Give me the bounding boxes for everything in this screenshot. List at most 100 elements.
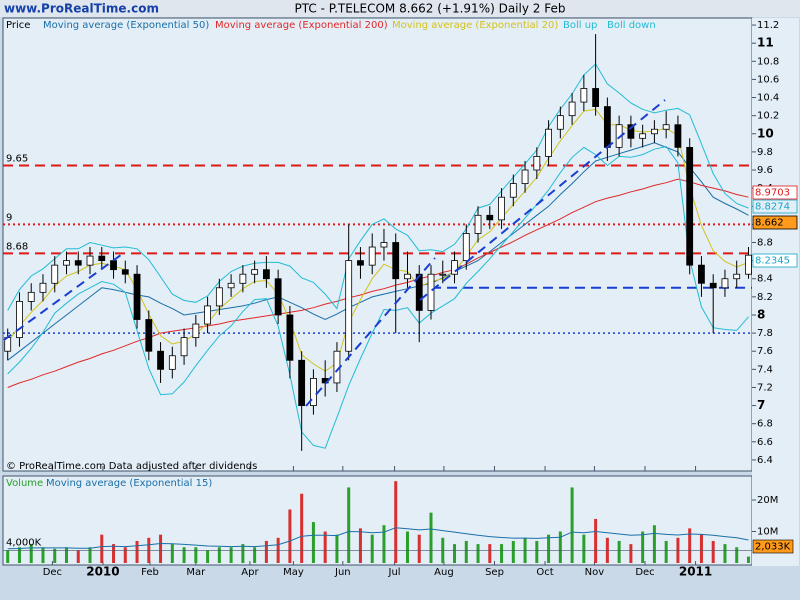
candle-body — [298, 359, 306, 406]
candle-body — [345, 260, 353, 352]
x-tick-label: Nov — [585, 567, 605, 578]
x-tick-label: 2011 — [679, 565, 712, 579]
candle-body — [415, 273, 423, 311]
volume-bar — [288, 509, 292, 563]
volume-bar — [358, 528, 362, 563]
volume-bar — [347, 487, 351, 563]
volume-bar — [723, 544, 727, 563]
x-tick-label: Dec — [635, 567, 654, 578]
y-tick-label: 10.6 — [757, 74, 779, 85]
candle-body — [674, 124, 682, 148]
last-value-box — [752, 215, 798, 230]
last-volume-label: 2,033K — [755, 542, 791, 553]
y-tick-label: 10.8 — [757, 56, 779, 67]
y-tick-label: 10 — [757, 126, 774, 140]
candle-body — [580, 88, 588, 103]
candle-body — [404, 273, 411, 280]
volume-level-label: 4,000K — [6, 537, 42, 548]
last-value-box — [752, 185, 798, 200]
volume-bar — [511, 540, 515, 563]
x-tick-label: Dec — [43, 567, 62, 578]
candle-body — [533, 156, 541, 171]
volume-bar — [311, 522, 315, 563]
volume-bar — [112, 544, 116, 563]
volume-bar — [182, 547, 186, 563]
volume-bar — [6, 550, 10, 563]
legend-entry: Moving average (Exponential 20) — [392, 20, 558, 31]
chart-title: PTC - P.TELECOM 8.662 (+1.91%) Daily 2 F… — [295, 2, 566, 16]
indicator-line — [7, 527, 749, 550]
candle-body — [168, 355, 176, 370]
candle-body — [63, 260, 70, 266]
candle-body — [368, 246, 376, 266]
candle-body — [74, 260, 82, 266]
y-tick-label: 11.2 — [757, 20, 779, 31]
volume-bar — [500, 544, 504, 563]
candle-body — [157, 350, 164, 370]
candle-body — [392, 242, 400, 280]
volume-panel — [2, 475, 753, 566]
volume-bar — [41, 547, 45, 563]
candle-body — [239, 273, 247, 284]
y-tick-label: 7 — [757, 398, 765, 412]
candle-body — [133, 273, 141, 320]
volume-bar — [194, 547, 198, 563]
x-tick-label: Aug — [434, 567, 454, 578]
volume-bar — [123, 547, 127, 563]
candle-body — [86, 255, 94, 266]
trend-line — [3, 251, 126, 341]
volume-bar — [300, 493, 304, 563]
candle-body — [662, 124, 670, 130]
volume-bar — [217, 547, 221, 563]
candle-body — [486, 214, 494, 221]
site-name: www.ProRealTime.com — [4, 2, 159, 16]
candle-body — [121, 269, 129, 275]
legend-entry: Moving average (Exponential 15) — [46, 478, 212, 489]
candle-body — [627, 124, 635, 139]
volume-bar — [264, 540, 268, 563]
volume-bar — [53, 548, 57, 563]
candle-body — [733, 273, 741, 280]
volume-bar — [170, 544, 174, 563]
volume-bar — [582, 534, 586, 563]
volume-bar — [664, 540, 668, 563]
price-panel — [2, 17, 753, 472]
candle-body — [721, 278, 729, 289]
volume-bar — [652, 525, 656, 563]
candle-body — [592, 88, 600, 108]
indicator-line — [7, 178, 749, 388]
volume-bar — [64, 547, 68, 563]
y-tick-label: 9.6 — [757, 165, 773, 176]
legend-entry: Volume — [6, 478, 43, 489]
last-value-box — [752, 253, 798, 268]
y-tick-label: 7.2 — [757, 382, 773, 393]
candle-body — [286, 314, 294, 361]
legend-entry: Boll up — [563, 20, 597, 31]
indicator-line — [7, 142, 749, 361]
last-volume-box — [752, 539, 794, 554]
volume-bar — [135, 540, 139, 563]
volume-bar — [429, 512, 433, 563]
trend-lines — [3, 99, 666, 407]
level-label: 9 — [6, 212, 12, 223]
y-tick-label: 9.8 — [757, 147, 773, 158]
candle-body — [357, 260, 364, 266]
volume-bar — [241, 544, 245, 563]
x-tick-label: Jun — [334, 567, 351, 578]
volume-bar — [370, 534, 374, 563]
candle-body — [709, 282, 717, 289]
footer-note: © ProRealTime.com Data adjusted after di… — [6, 461, 257, 472]
x-tick-label: May — [283, 567, 304, 578]
candle-body — [192, 323, 200, 339]
candle-body — [204, 305, 211, 325]
candle-body — [509, 183, 517, 198]
y-tick-label: 8 — [757, 307, 765, 321]
indicator-line — [7, 145, 749, 449]
volume-bar — [335, 534, 339, 563]
candle-body — [745, 254, 752, 275]
volume-bar — [476, 544, 480, 563]
legend-entry: Moving average (Exponential 50) — [43, 20, 209, 31]
candle-body — [110, 260, 117, 271]
candle-body — [145, 319, 153, 352]
